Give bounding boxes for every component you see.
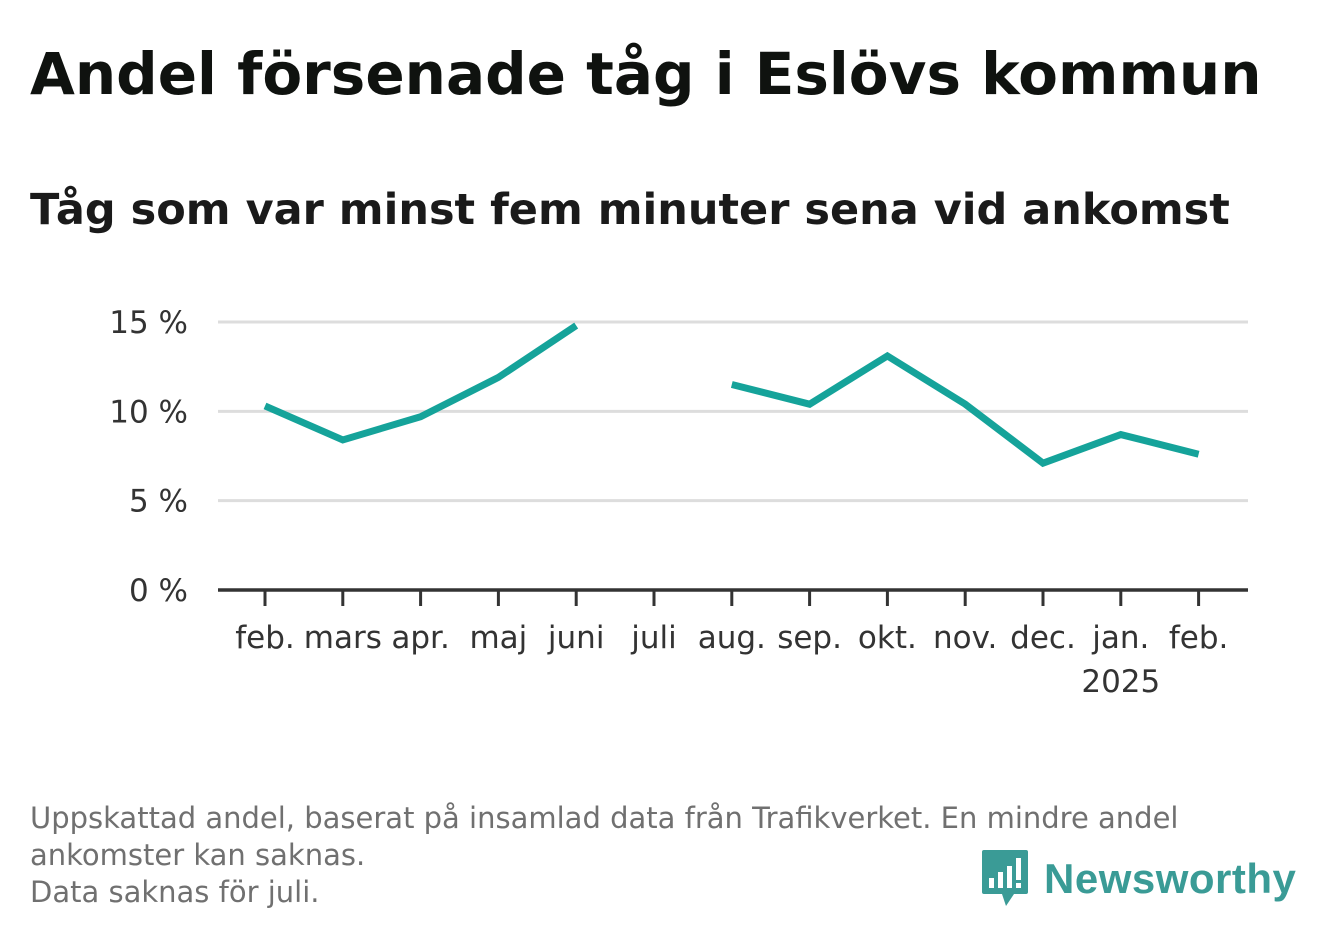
x-tick-label: mars bbox=[304, 620, 382, 656]
y-tick-label: 5 % bbox=[129, 484, 188, 520]
series-line-segment bbox=[263, 322, 579, 444]
x-tick-label: aug. bbox=[698, 620, 766, 656]
series-line-segment bbox=[730, 351, 1200, 468]
footnote-line: Uppskattad andel, baserat på insamlad da… bbox=[30, 801, 1179, 835]
x-tick-year-label: 2025 bbox=[1081, 664, 1160, 700]
x-tick-label: nov. bbox=[933, 620, 997, 656]
x-tick-label: okt. bbox=[858, 620, 917, 656]
x-tick-label: juli bbox=[630, 620, 677, 656]
x-tick-label: jan. bbox=[1091, 620, 1149, 656]
footnote: Uppskattad andel, baserat på insamlad da… bbox=[30, 800, 1280, 911]
gridlines bbox=[218, 320, 1248, 503]
y-tick-label: 0 % bbox=[129, 573, 188, 609]
x-tick-label: feb. bbox=[235, 620, 295, 656]
newsworthy-logo: Newsworthy bbox=[980, 848, 1296, 910]
chart-subtitle: Tåg som var minst fem minuter sena vid a… bbox=[30, 185, 1230, 235]
chart-title: Andel försenade tåg i Eslövs kommun bbox=[30, 40, 1262, 108]
x-tick-label: feb. bbox=[1169, 620, 1229, 656]
x-axis-labels: feb. mars apr. maj juni juli aug. sep. okt. nov. d… bbox=[235, 620, 1228, 700]
footnote-line: Data saknas för juli. bbox=[30, 875, 320, 909]
footnote-line: ankomster kan saknas. bbox=[30, 838, 366, 872]
x-tick-label: dec. bbox=[1010, 620, 1076, 656]
logo-text: Newsworthy bbox=[1044, 855, 1297, 902]
x-tick-label: maj bbox=[469, 620, 527, 656]
x-tick-label: juni bbox=[547, 620, 605, 656]
y-axis-labels: 0 % 5 % 10 % 15 % bbox=[109, 305, 188, 609]
y-tick-label: 15 % bbox=[109, 305, 188, 341]
newsworthy-bar-chart-icon bbox=[982, 850, 1028, 906]
y-tick-label: 10 % bbox=[109, 394, 188, 430]
x-tick-label: apr. bbox=[391, 620, 449, 656]
series-lines bbox=[263, 322, 1200, 468]
x-tick-label: sep. bbox=[777, 620, 842, 656]
x-axis bbox=[218, 588, 1248, 606]
